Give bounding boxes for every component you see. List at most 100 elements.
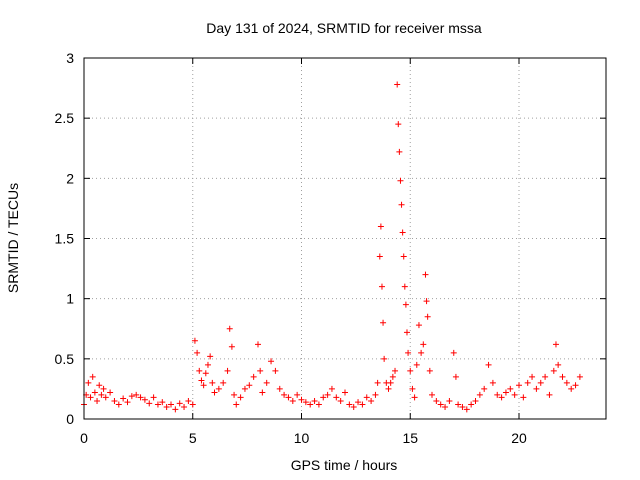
data-point bbox=[455, 401, 462, 408]
data-point bbox=[337, 397, 344, 404]
data-point bbox=[502, 389, 509, 396]
data-point bbox=[202, 370, 209, 377]
data-point bbox=[446, 397, 453, 404]
data-point bbox=[459, 403, 466, 410]
data-point bbox=[576, 373, 583, 380]
data-point bbox=[552, 341, 559, 348]
data-point bbox=[224, 367, 231, 374]
data-point bbox=[355, 399, 362, 406]
data-point bbox=[172, 406, 179, 413]
y-tick-label: 1 bbox=[66, 291, 74, 307]
y-tick-label: 3 bbox=[66, 50, 74, 66]
data-point bbox=[424, 313, 431, 320]
data-point bbox=[257, 367, 264, 374]
data-point bbox=[207, 353, 214, 360]
data-point bbox=[133, 391, 140, 398]
data-point bbox=[378, 283, 385, 290]
data-point bbox=[324, 391, 331, 398]
data-point bbox=[150, 394, 157, 401]
data-point bbox=[380, 319, 387, 326]
plot-frame bbox=[83, 57, 607, 420]
data-point bbox=[102, 394, 109, 401]
data-point bbox=[546, 391, 553, 398]
data-point bbox=[281, 391, 288, 398]
data-point bbox=[302, 399, 309, 406]
data-point bbox=[407, 367, 414, 374]
data-point bbox=[346, 401, 353, 408]
x-tick-label: 10 bbox=[294, 430, 310, 446]
data-point bbox=[289, 397, 296, 404]
data-point bbox=[350, 403, 357, 410]
data-point bbox=[209, 379, 216, 386]
data-point bbox=[285, 394, 292, 401]
data-point bbox=[429, 391, 435, 398]
data-point bbox=[168, 401, 174, 408]
data-point bbox=[385, 385, 392, 392]
data-point bbox=[489, 379, 496, 386]
data-point bbox=[402, 301, 409, 308]
x-tick-label: 20 bbox=[511, 430, 527, 446]
data-point bbox=[387, 379, 394, 386]
data-point bbox=[120, 395, 127, 402]
data-point bbox=[85, 379, 92, 386]
data-point bbox=[298, 396, 305, 403]
data-point bbox=[137, 394, 144, 401]
data-point bbox=[220, 379, 227, 386]
data-point bbox=[403, 329, 410, 336]
data-point bbox=[542, 373, 549, 380]
data-point bbox=[520, 394, 527, 401]
x-axis-label: GPS time / hours bbox=[291, 457, 398, 473]
data-point bbox=[374, 379, 381, 386]
data-point bbox=[98, 391, 105, 398]
data-point bbox=[315, 401, 322, 408]
x-tick-label: 5 bbox=[189, 430, 197, 446]
data-point bbox=[568, 385, 575, 392]
data-point bbox=[226, 325, 233, 332]
data-point bbox=[228, 343, 235, 350]
data-point bbox=[507, 385, 514, 392]
data-point bbox=[146, 400, 153, 407]
data-point bbox=[409, 385, 416, 392]
data-point bbox=[194, 349, 201, 356]
data-point bbox=[433, 397, 440, 404]
data-point bbox=[415, 322, 422, 329]
data-point bbox=[215, 385, 222, 392]
data-point bbox=[368, 397, 375, 404]
data-point bbox=[463, 406, 470, 413]
data-point bbox=[397, 177, 404, 184]
tick-layer: 0 0.5 1 1.5 2 2.5 3 0 5 10 15 20 bbox=[55, 50, 606, 446]
y-tick-label: 0 bbox=[66, 411, 74, 427]
data-point bbox=[124, 399, 131, 406]
data-point bbox=[481, 385, 488, 392]
data-point bbox=[87, 394, 94, 401]
data-point bbox=[191, 337, 198, 344]
data-point bbox=[100, 385, 107, 392]
data-point bbox=[307, 401, 314, 408]
data-point bbox=[198, 377, 205, 384]
data-point bbox=[396, 148, 403, 155]
data-point bbox=[399, 229, 406, 236]
data-point bbox=[342, 389, 348, 396]
data-point bbox=[418, 349, 425, 356]
data-point bbox=[241, 385, 248, 392]
x-tick-label: 15 bbox=[402, 430, 418, 446]
data-point bbox=[231, 391, 238, 398]
data-point bbox=[328, 385, 335, 392]
data-point bbox=[524, 379, 531, 386]
data-point bbox=[563, 379, 570, 386]
data-point bbox=[498, 394, 505, 401]
data-point bbox=[233, 401, 240, 408]
data-point bbox=[255, 341, 261, 348]
data-point bbox=[423, 298, 430, 305]
data-point bbox=[550, 367, 557, 374]
data-point bbox=[250, 373, 257, 380]
data-point bbox=[94, 397, 101, 404]
y-tick-label: 2 bbox=[66, 170, 74, 186]
data-point bbox=[268, 358, 275, 365]
data-point bbox=[96, 382, 103, 389]
data-point bbox=[511, 391, 518, 398]
data-point bbox=[529, 373, 536, 380]
data-point bbox=[91, 389, 98, 396]
